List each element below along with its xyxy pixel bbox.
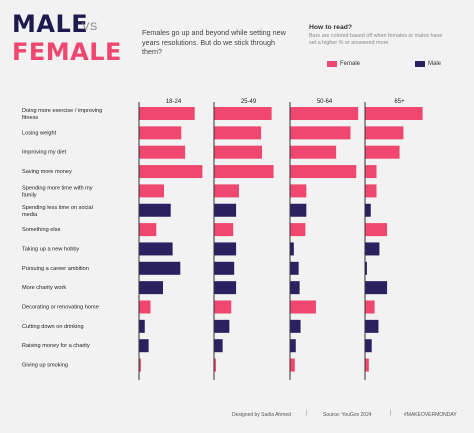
bar	[290, 223, 306, 237]
group-label: 50-64	[317, 99, 333, 105]
bar	[290, 145, 337, 159]
category-label: Losing weight	[22, 130, 57, 136]
bar	[214, 184, 239, 198]
category-label: Giving up smoking	[22, 363, 68, 369]
category-label: Pursuing a career ambition	[22, 266, 89, 272]
title-female: FEMALE	[12, 38, 122, 66]
bar	[365, 339, 372, 353]
footer-hashtag: #MAKEOVERMONDAY	[404, 412, 457, 418]
legend-swatch-female	[327, 61, 337, 67]
category-label: Saving more money	[22, 169, 72, 175]
group-label: 25-49	[241, 99, 257, 105]
bar	[214, 126, 262, 140]
bar	[139, 261, 181, 275]
bar	[290, 319, 301, 333]
bar	[139, 358, 141, 372]
category-label: Cutting down on drinking	[22, 324, 84, 330]
category-label: Spending less time on social media	[22, 205, 93, 218]
bar	[214, 165, 274, 179]
bar	[290, 300, 316, 314]
bar	[290, 165, 357, 179]
bar	[365, 126, 404, 140]
subtitle: Females go up and beyond while setting n…	[142, 28, 286, 56]
bar	[365, 184, 377, 198]
bar	[365, 261, 367, 275]
bar	[139, 300, 151, 314]
bar	[290, 126, 351, 140]
bar	[290, 242, 294, 256]
bar	[365, 223, 388, 237]
footer-divider-1: |	[306, 410, 308, 416]
bar	[139, 184, 164, 198]
bar	[365, 358, 369, 372]
category-label: Something else	[22, 227, 61, 233]
bar	[214, 261, 235, 275]
bar	[290, 184, 307, 198]
bar	[290, 358, 295, 372]
legend-label-female: Female	[340, 61, 361, 67]
title-male: MALE	[12, 10, 89, 38]
category-label: Raising money for a charity	[22, 343, 90, 349]
bar	[139, 319, 145, 333]
bar	[365, 300, 375, 314]
bar	[365, 242, 380, 256]
footer-source: Source: YouGov 2024	[323, 412, 372, 418]
bar	[139, 203, 171, 217]
bar	[365, 107, 423, 120]
group-label: 18-24	[166, 99, 182, 105]
bar	[290, 107, 359, 120]
bar	[214, 281, 237, 295]
bar	[214, 107, 272, 120]
bar	[290, 203, 307, 217]
bar	[139, 281, 164, 295]
bar	[365, 145, 400, 159]
bar	[139, 339, 149, 353]
bar	[214, 242, 237, 256]
bar	[214, 339, 223, 353]
bar	[139, 242, 173, 256]
bar	[214, 145, 263, 159]
footer-divider-2: |	[390, 410, 392, 416]
category-label: Doing more exercise / improving fitness	[22, 108, 102, 121]
bar	[365, 281, 388, 295]
how-to-read-text: Bars are colored based off when females …	[309, 33, 443, 46]
category-label: Spending more time with my family	[22, 185, 93, 198]
category-label: Improving my diet	[22, 150, 67, 156]
bar	[139, 126, 182, 140]
category-label: More charity work	[22, 285, 66, 291]
legend-label-male: Male	[428, 61, 442, 67]
category-label: Decorating or renovating home	[22, 305, 99, 311]
bar	[214, 319, 230, 333]
bar	[214, 223, 234, 237]
footer-credit: Designed by Sadia Ahmed	[232, 412, 291, 418]
category-label: Taking up a new hobby	[22, 246, 79, 252]
title-vs: VS	[82, 21, 98, 33]
bar	[214, 203, 237, 217]
group-label: 65+	[394, 99, 405, 105]
bar	[290, 261, 299, 275]
how-to-read-title: How to read?	[309, 24, 353, 31]
legend-swatch-male	[415, 61, 425, 67]
bar	[365, 165, 377, 179]
bar	[214, 358, 216, 372]
bar	[290, 339, 296, 353]
bar	[139, 165, 203, 179]
bar	[139, 145, 186, 159]
bar	[290, 281, 300, 295]
bar	[365, 203, 371, 217]
bar	[214, 300, 232, 314]
bar	[365, 319, 379, 333]
bar	[139, 107, 195, 120]
bar	[139, 223, 157, 237]
